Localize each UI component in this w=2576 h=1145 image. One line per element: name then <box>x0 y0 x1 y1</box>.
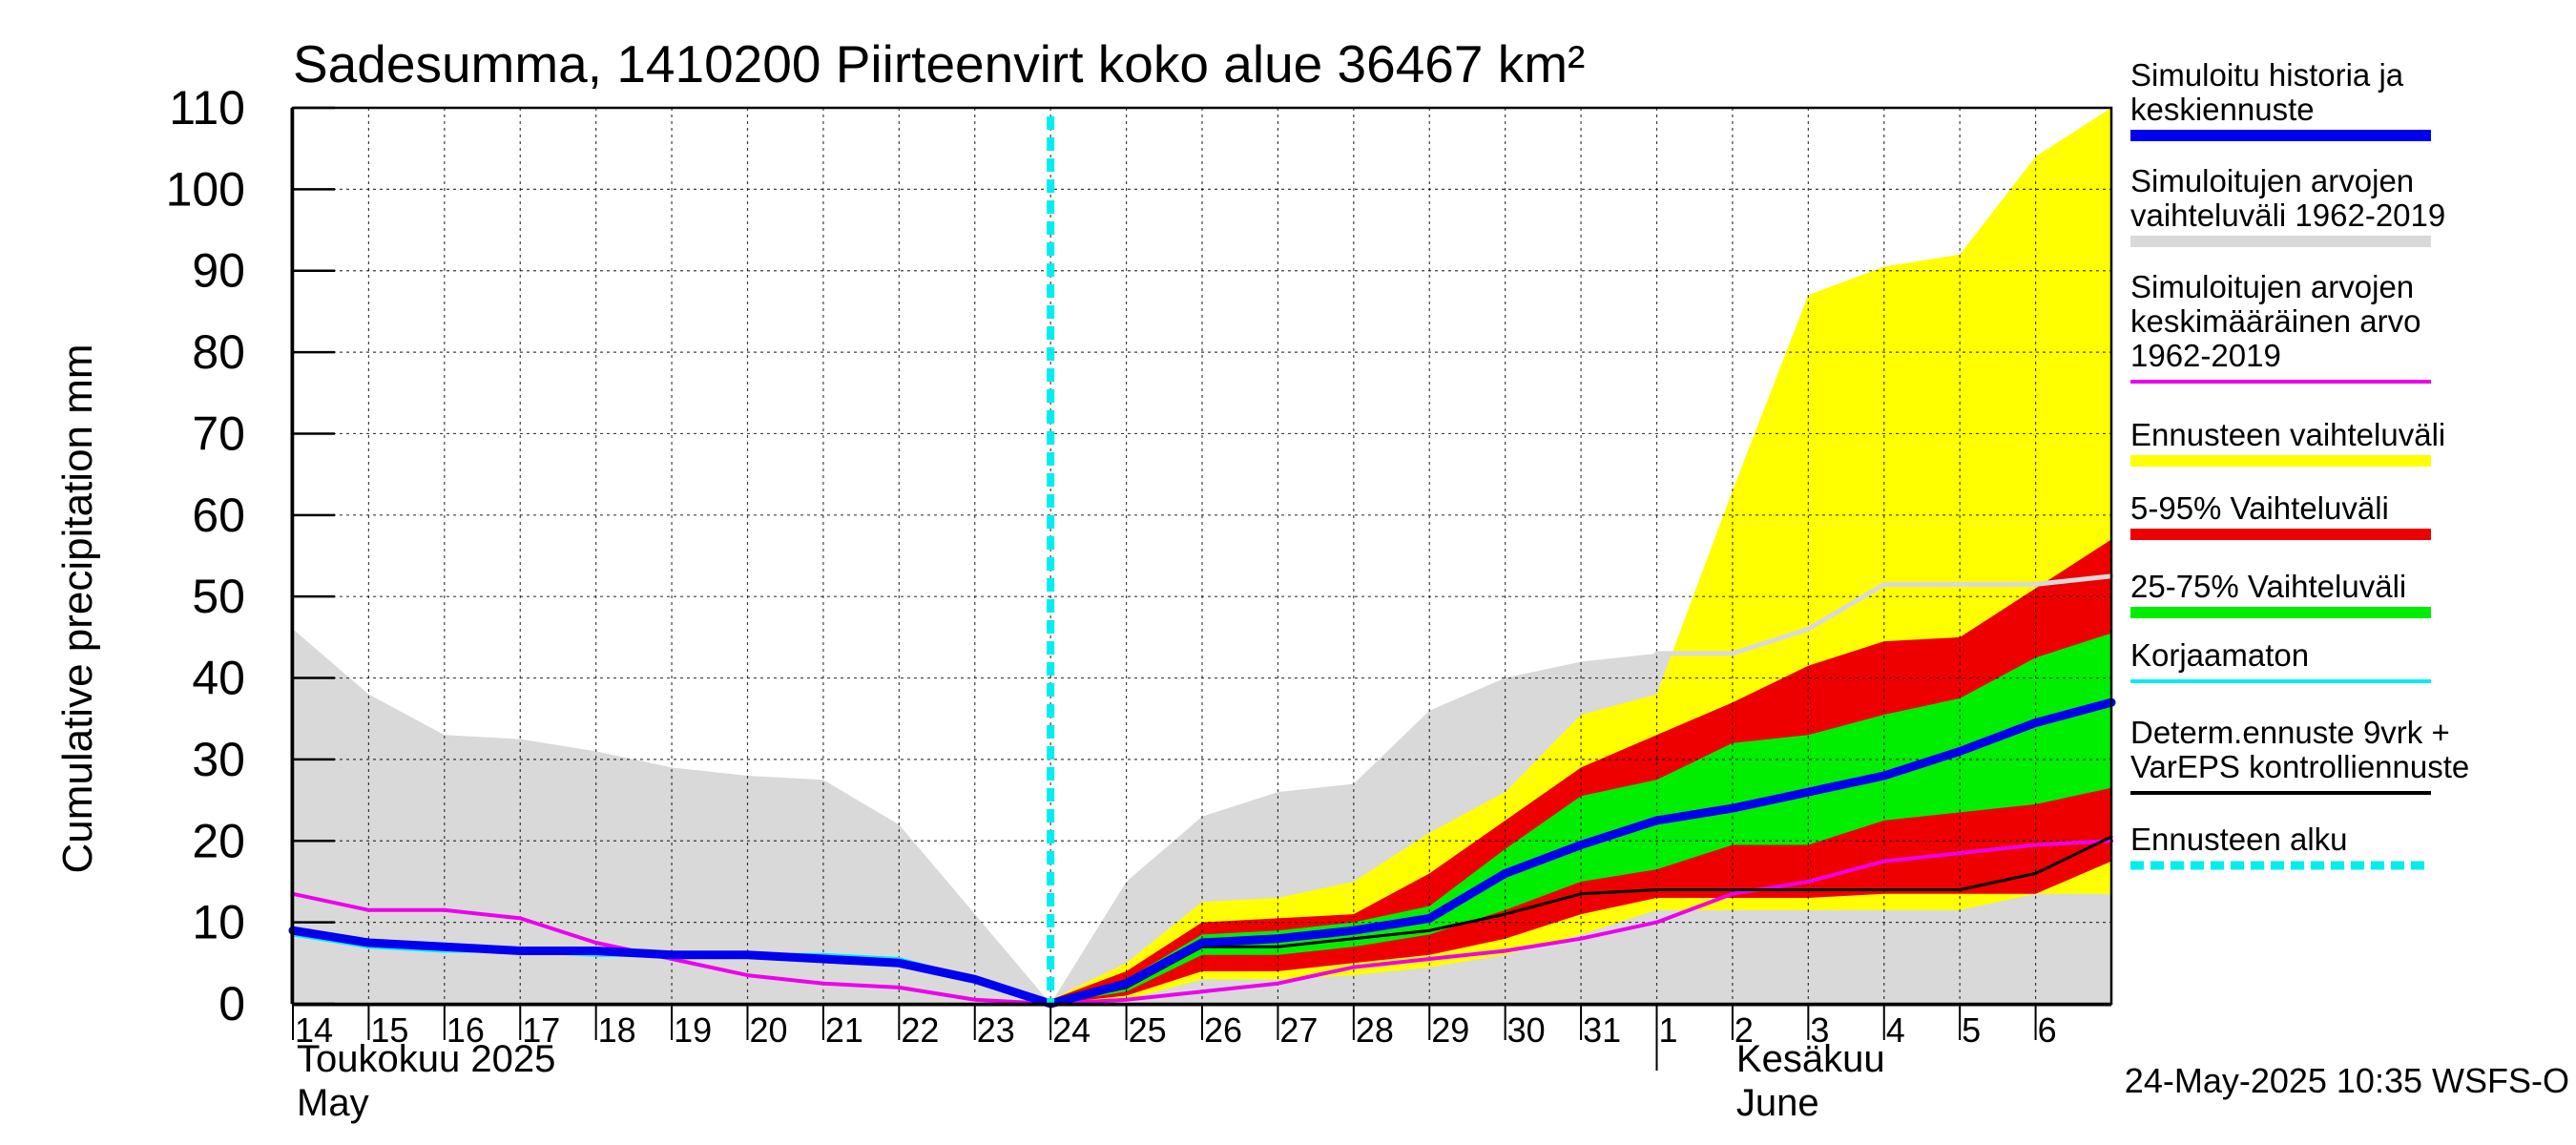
history-median-line <box>288 697 2116 1009</box>
y-tick-label: 40 <box>192 652 245 705</box>
x-tick-label: 24 <box>1052 1010 1091 1050</box>
x-tick-label: 31 <box>1583 1010 1621 1050</box>
legend-label: 1962-2019 <box>2130 338 2281 373</box>
x-tick-label: 2 <box>1735 1010 1754 1050</box>
legend-item: Korjaamaton <box>2130 637 2431 683</box>
x-tick-label: 30 <box>1507 1010 1546 1050</box>
x-tick-label: 4 <box>1886 1010 1905 1050</box>
chart-title: Sadesumma, 1410200 Piirteenvirt koko alu… <box>293 34 1585 94</box>
x-tick-label: 21 <box>825 1010 863 1050</box>
x-tick-label: 3 <box>1810 1010 1829 1050</box>
legend-item: Determ.ennuste 9vrk +VarEPS kontrollienn… <box>2130 715 2469 795</box>
legend-label: Simuloitujen arvojen <box>2130 269 2414 304</box>
x-tick-label: 23 <box>977 1010 1015 1050</box>
timestamp: 24-May-2025 10:35 WSFS-O <box>2125 1061 2569 1100</box>
historical-mean-line <box>291 839 2113 1006</box>
legend-item: 5-95% Vaihteluväli <box>2130 490 2431 540</box>
legend-label: 25-75% Vaihteluväli <box>2130 569 2406 604</box>
deterministic-forecast-line <box>1049 835 2113 1006</box>
y-tick-label: 80 <box>192 325 245 379</box>
x-tick-label: 18 <box>598 1010 636 1050</box>
x-tick-label: 1 <box>1659 1010 1678 1050</box>
legend-label: Ennusteen alku <box>2130 822 2348 857</box>
legend-label: VarEPS kontrolliennuste <box>2130 749 2469 784</box>
legend-label: vaihteluväli 1962-2019 <box>2130 198 2445 233</box>
legend-label: Simuloitujen arvojen <box>2130 163 2414 198</box>
legend-label: keskimääräinen arvo <box>2130 303 2420 339</box>
y-tick-label: 0 <box>218 977 245 1030</box>
x-tick-label: 15 <box>370 1010 408 1050</box>
month-label-primary: Toukokuu 2025 <box>297 1038 555 1080</box>
y-tick-label: 110 <box>169 81 245 135</box>
y-tick-label: 50 <box>192 570 245 623</box>
y-tick-label: 100 <box>166 162 245 216</box>
x-tick-label: 22 <box>901 1010 939 1050</box>
legend-label: keskiennuste <box>2130 92 2315 127</box>
legend-label: Determ.ennuste 9vrk + <box>2130 715 2450 750</box>
y-tick-label: 30 <box>192 733 245 786</box>
x-tick-label: 16 <box>447 1010 485 1050</box>
x-tick-label: 25 <box>1129 1010 1167 1050</box>
x-tick-label: 29 <box>1431 1010 1469 1050</box>
y-tick-label: 90 <box>192 244 245 298</box>
x-tick-label: 26 <box>1204 1010 1242 1050</box>
x-tick-label: 28 <box>1356 1010 1394 1050</box>
month-label-secondary: June <box>1736 1082 1819 1124</box>
legend-item: 25-75% Vaihteluväli <box>2130 569 2431 618</box>
x-tick-label: 19 <box>674 1010 712 1050</box>
x-tick-label: 27 <box>1279 1010 1318 1050</box>
month-label-primary: Kesäkuu <box>1736 1038 1885 1080</box>
y-tick-label: 20 <box>192 814 245 867</box>
month-label-secondary: May <box>297 1082 369 1124</box>
legend-label: Korjaamaton <box>2130 637 2309 673</box>
legend-label: 5-95% Vaihteluväli <box>2130 490 2389 526</box>
lines-layer <box>288 116 2116 1009</box>
x-tick-label: 20 <box>750 1010 788 1050</box>
x-tick-label: 5 <box>1962 1010 1981 1050</box>
x-tick-label: 14 <box>295 1010 333 1050</box>
legend: Simuloitu historia jakeskiennusteSimuloi… <box>2130 57 2469 870</box>
legend-label: Simuloitu historia ja <box>2130 57 2404 93</box>
y-tick-label: 60 <box>192 489 245 542</box>
y-tick-label: 10 <box>192 896 245 949</box>
y-axis-label: Cumulative precipitation mm <box>54 344 101 873</box>
legend-item: Ennusteen vaihteluväli <box>2130 417 2445 467</box>
x-tick-label: 6 <box>2038 1010 2057 1050</box>
y-tick-label: 70 <box>192 406 245 460</box>
historical-max-line <box>1654 573 2114 656</box>
legend-item: Ennusteen alku <box>2130 822 2431 870</box>
legend-label: Ennusteen vaihteluväli <box>2130 417 2445 452</box>
x-tick-label: 17 <box>522 1010 560 1050</box>
